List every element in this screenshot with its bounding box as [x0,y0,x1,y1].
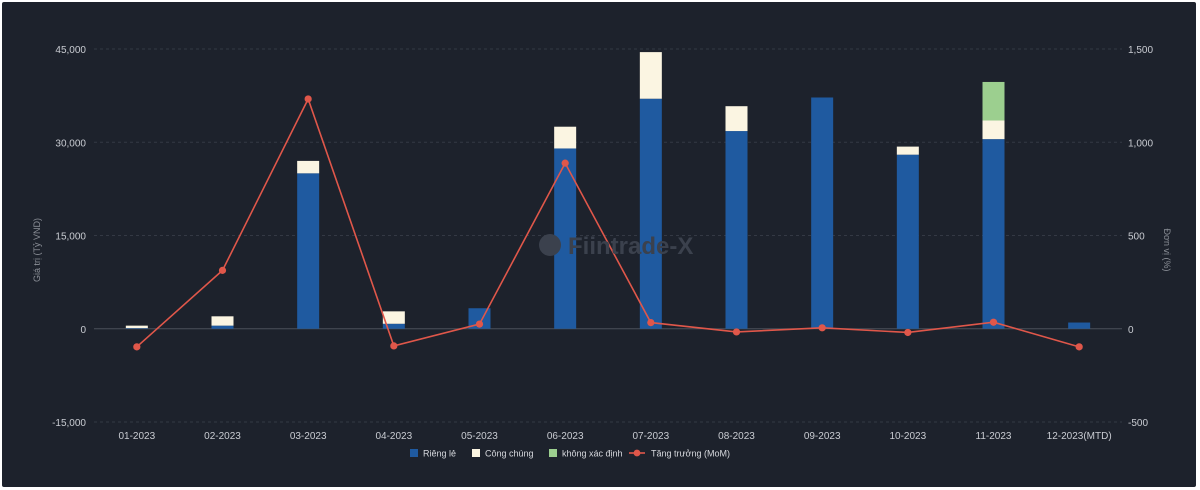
y2-tick-label: -500 [1128,418,1148,429]
watermark: Fiintrade-X [539,233,693,260]
legend: Riêng lẻ Công chúng không xác định Tăng trư… [410,449,730,459]
growth-point [647,318,655,327]
growth-line [136,96,1080,348]
growth-point [304,95,312,103]
growth-point [133,343,141,351]
bar-riêng-lẻ [725,131,748,329]
growth-point [818,324,826,332]
bar-riêng-lẻ [982,139,1005,329]
legend-swatch [633,449,641,457]
bar-công-chúng [982,120,1005,140]
x-tick-label: 03-2023 [290,431,327,442]
x-tick-label: 04-2023 [375,431,412,442]
bar-công-chúng [725,106,748,132]
x-tick-label: 07-2023 [632,431,669,442]
y2-tick-label: 500 [1128,232,1145,243]
growth-point [475,320,484,328]
y2-axis-title: Đơn vị (%) [1162,229,1172,272]
bar-riêng-lẻ [811,97,834,329]
legend-swatch [549,449,557,457]
x-tick-label: 01-2023 [118,431,155,442]
watermark-text: Fiintrade-X [568,233,693,260]
bar-riêng-lẻ [639,98,662,329]
bar-riêng-lẻ [896,154,919,329]
legend-swatch [472,449,480,457]
y-axis-title: Giá trị (Tỷ VND) [32,218,42,282]
bar-công-chúng [211,316,234,326]
y2-tick-label: 1,500 [1128,45,1153,56]
y-tick-label: 15,000 [55,232,86,243]
growth-point [989,318,998,326]
legend-label: Tăng trưởng (MoM) [651,449,730,459]
x-tick-label: 10-2023 [889,431,926,442]
bar-công-chúng [896,146,919,155]
grid-lines [94,48,1122,423]
bar-series [125,52,1091,329]
growth-point [732,328,741,336]
growth-point [218,266,227,274]
legend-label: không xác định [562,449,623,459]
bar-riêng-lẻ [382,323,405,329]
y-tick-label: 45,000 [55,45,86,56]
legend-label: Riêng lẻ [423,449,456,459]
legend-swatch [410,449,418,457]
bar-riêng-lẻ [125,328,148,329]
bar-riêng-lẻ [1068,322,1091,329]
y2-tick-label: 0 [1128,325,1134,336]
legend-label: Công chúng [485,449,534,459]
x-tick-label: 06-2023 [547,431,584,442]
x-tick-label: 11-2023 [976,431,1012,442]
bar-không-xác-định [982,81,1005,121]
x-tick-label: 12-2023(MTD) [1047,431,1112,442]
growth-point [1075,343,1083,351]
line-series [133,95,1083,351]
bar-công-chúng [125,325,148,329]
x-tick-label: 02-2023 [204,431,241,442]
y-tick-label: 0 [80,325,86,336]
bar-công-chúng [297,160,320,174]
bar-công-chúng [554,126,577,149]
axes: -15,000 0 15,000 30,000 45,000 -500 0 500 1,000 1… [52,45,1153,442]
bar-công-chúng [639,52,662,99]
growth-point [390,342,398,350]
y-tick-label: -15,000 [52,418,86,429]
x-tick-label: 08-2023 [718,431,755,442]
bar-công-chúng [382,311,405,324]
x-tick-label: 09-2023 [804,431,841,442]
growth-point [561,159,569,167]
bar-riêng-lẻ [297,173,320,329]
y-tick-label: 30,000 [55,138,86,149]
bar-riêng-lẻ [211,325,234,329]
y2-tick-label: 1,000 [1128,138,1153,149]
x-tick-label: 05-2023 [461,431,498,442]
growth-point [904,328,912,337]
bar-riêng-lẻ [554,148,577,329]
